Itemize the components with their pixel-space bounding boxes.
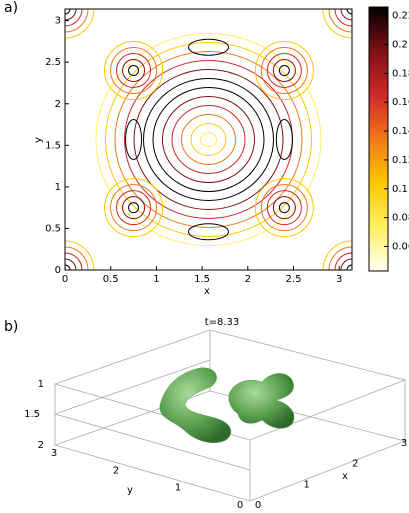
y-axis-label: y	[33, 137, 44, 143]
x-tick-label: 0	[255, 500, 261, 511]
z-tick-label: 1	[38, 379, 44, 390]
x-axis-label: x	[204, 286, 210, 297]
contour-line	[266, 53, 302, 89]
y-tick-label: 0	[237, 500, 243, 511]
colorbar-tick-label: 0.14	[392, 126, 409, 137]
contour-line	[104, 41, 164, 101]
y-tick-label: 2	[113, 465, 119, 476]
y-tick-label: 2	[55, 99, 61, 110]
contour-line	[260, 47, 308, 95]
y-tick-label: 2.5	[45, 57, 61, 68]
x-axis-label: x	[342, 471, 348, 482]
contour-line	[188, 38, 229, 56]
contour-line	[275, 119, 293, 160]
x-tick-label: 1.5	[194, 274, 210, 285]
3d-box	[53, 329, 407, 502]
panel-label: a)	[4, 0, 18, 16]
colorbar-tick-label: 0.08	[392, 213, 409, 224]
contour-line	[128, 202, 140, 214]
contour-line	[190, 123, 227, 156]
y-tick-label: 0	[55, 265, 61, 276]
x-tick-label: 2	[245, 274, 251, 285]
z-tick-label: 2	[38, 440, 44, 451]
contour-line	[114, 51, 303, 228]
contour-line	[116, 190, 152, 226]
contour-line	[104, 178, 164, 238]
x-tick-label: 3	[336, 274, 342, 285]
colorbar-tick-label: 0.18	[392, 68, 409, 79]
x-tick-label: 1	[303, 479, 309, 490]
contour-line	[171, 105, 246, 174]
contour-line	[272, 196, 296, 220]
colorbar-tick-label: 0.12	[392, 155, 409, 166]
y-tick-label: 1	[55, 182, 61, 193]
contour-line	[110, 47, 158, 95]
x-tick-label: 0	[62, 274, 68, 285]
contour-line	[266, 190, 302, 226]
contour-line	[116, 53, 152, 89]
contour-line	[254, 41, 314, 101]
contour-line	[152, 87, 265, 192]
isosurface	[159, 367, 295, 443]
colorbar-tick-label: 0.1	[392, 184, 408, 195]
contour-line	[124, 60, 293, 219]
colorbar	[368, 6, 389, 272]
colorbar-tick-label: 0.06	[392, 241, 409, 252]
contour-line	[260, 184, 308, 232]
contour-line	[188, 223, 229, 241]
panel-label: b)	[4, 319, 18, 335]
contour-line	[128, 65, 140, 77]
contour-line	[133, 69, 284, 210]
y-tick-label: 3	[51, 448, 57, 459]
y-tick-label: 3	[55, 16, 61, 27]
colorbar-tick-label: 0.16	[392, 97, 409, 108]
plot-frame	[64, 8, 353, 271]
y-tick-label: 1	[175, 483, 181, 494]
contour-lines	[65, 9, 352, 270]
contour-line	[122, 59, 146, 83]
z-tick-label: 1.5	[24, 409, 40, 420]
contour-line	[105, 42, 312, 237]
isosurface-blob	[159, 367, 232, 443]
contour-line	[125, 119, 143, 160]
contour-line	[254, 178, 314, 238]
x-tick-label: 0.5	[103, 274, 119, 285]
y-tick-label: 1.5	[45, 140, 61, 151]
contour-line	[200, 132, 217, 147]
contour-line	[272, 59, 296, 83]
y-axis-label: y	[127, 485, 133, 496]
contour-line	[95, 33, 322, 246]
x-tick-label: 2	[352, 459, 358, 470]
colorbar-tick-label: 0.2	[392, 40, 408, 51]
colorbar-tick-label: 0.22	[392, 11, 409, 22]
contour-line	[162, 96, 255, 183]
x-tick-label: 3	[401, 438, 407, 449]
contour-line	[278, 202, 290, 214]
contour-line	[143, 78, 274, 201]
y-tick-label: 0.5	[45, 223, 61, 234]
contour-line	[181, 114, 236, 165]
isosurface-blob	[228, 373, 295, 429]
contour-line	[278, 65, 290, 77]
contour-line	[122, 196, 146, 220]
x-tick-label: 2.5	[286, 274, 302, 285]
panel-title: t=8.33	[205, 317, 240, 328]
x-tick-label: 1	[153, 274, 159, 285]
contour-line	[110, 184, 158, 232]
